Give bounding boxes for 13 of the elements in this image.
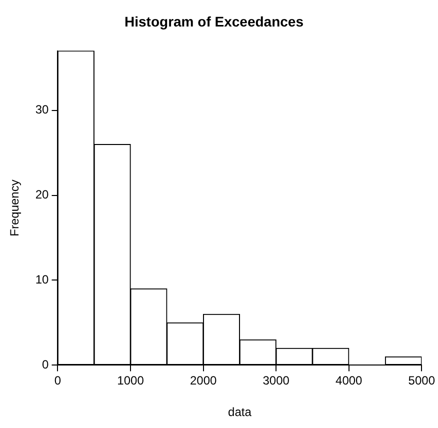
x-tick-label: 4000	[336, 374, 363, 388]
x-tick-label: 5000	[408, 374, 436, 388]
x-tick-label: 3000	[262, 374, 290, 388]
y-tick-label: 10	[35, 272, 50, 287]
y-axis-title: Frequency	[8, 180, 22, 236]
x-axis-title: data	[228, 405, 252, 420]
x-tick-label: 2000	[190, 374, 217, 388]
y-tick-label: 20	[35, 188, 50, 202]
y-tick-label: 0	[42, 358, 50, 372]
y-tick-label: 30	[35, 102, 50, 117]
x-tick-label: 1000	[117, 374, 144, 388]
x-tick-label: 0	[54, 374, 62, 388]
chart-title: Histogram of Exceedances	[124, 13, 304, 30]
